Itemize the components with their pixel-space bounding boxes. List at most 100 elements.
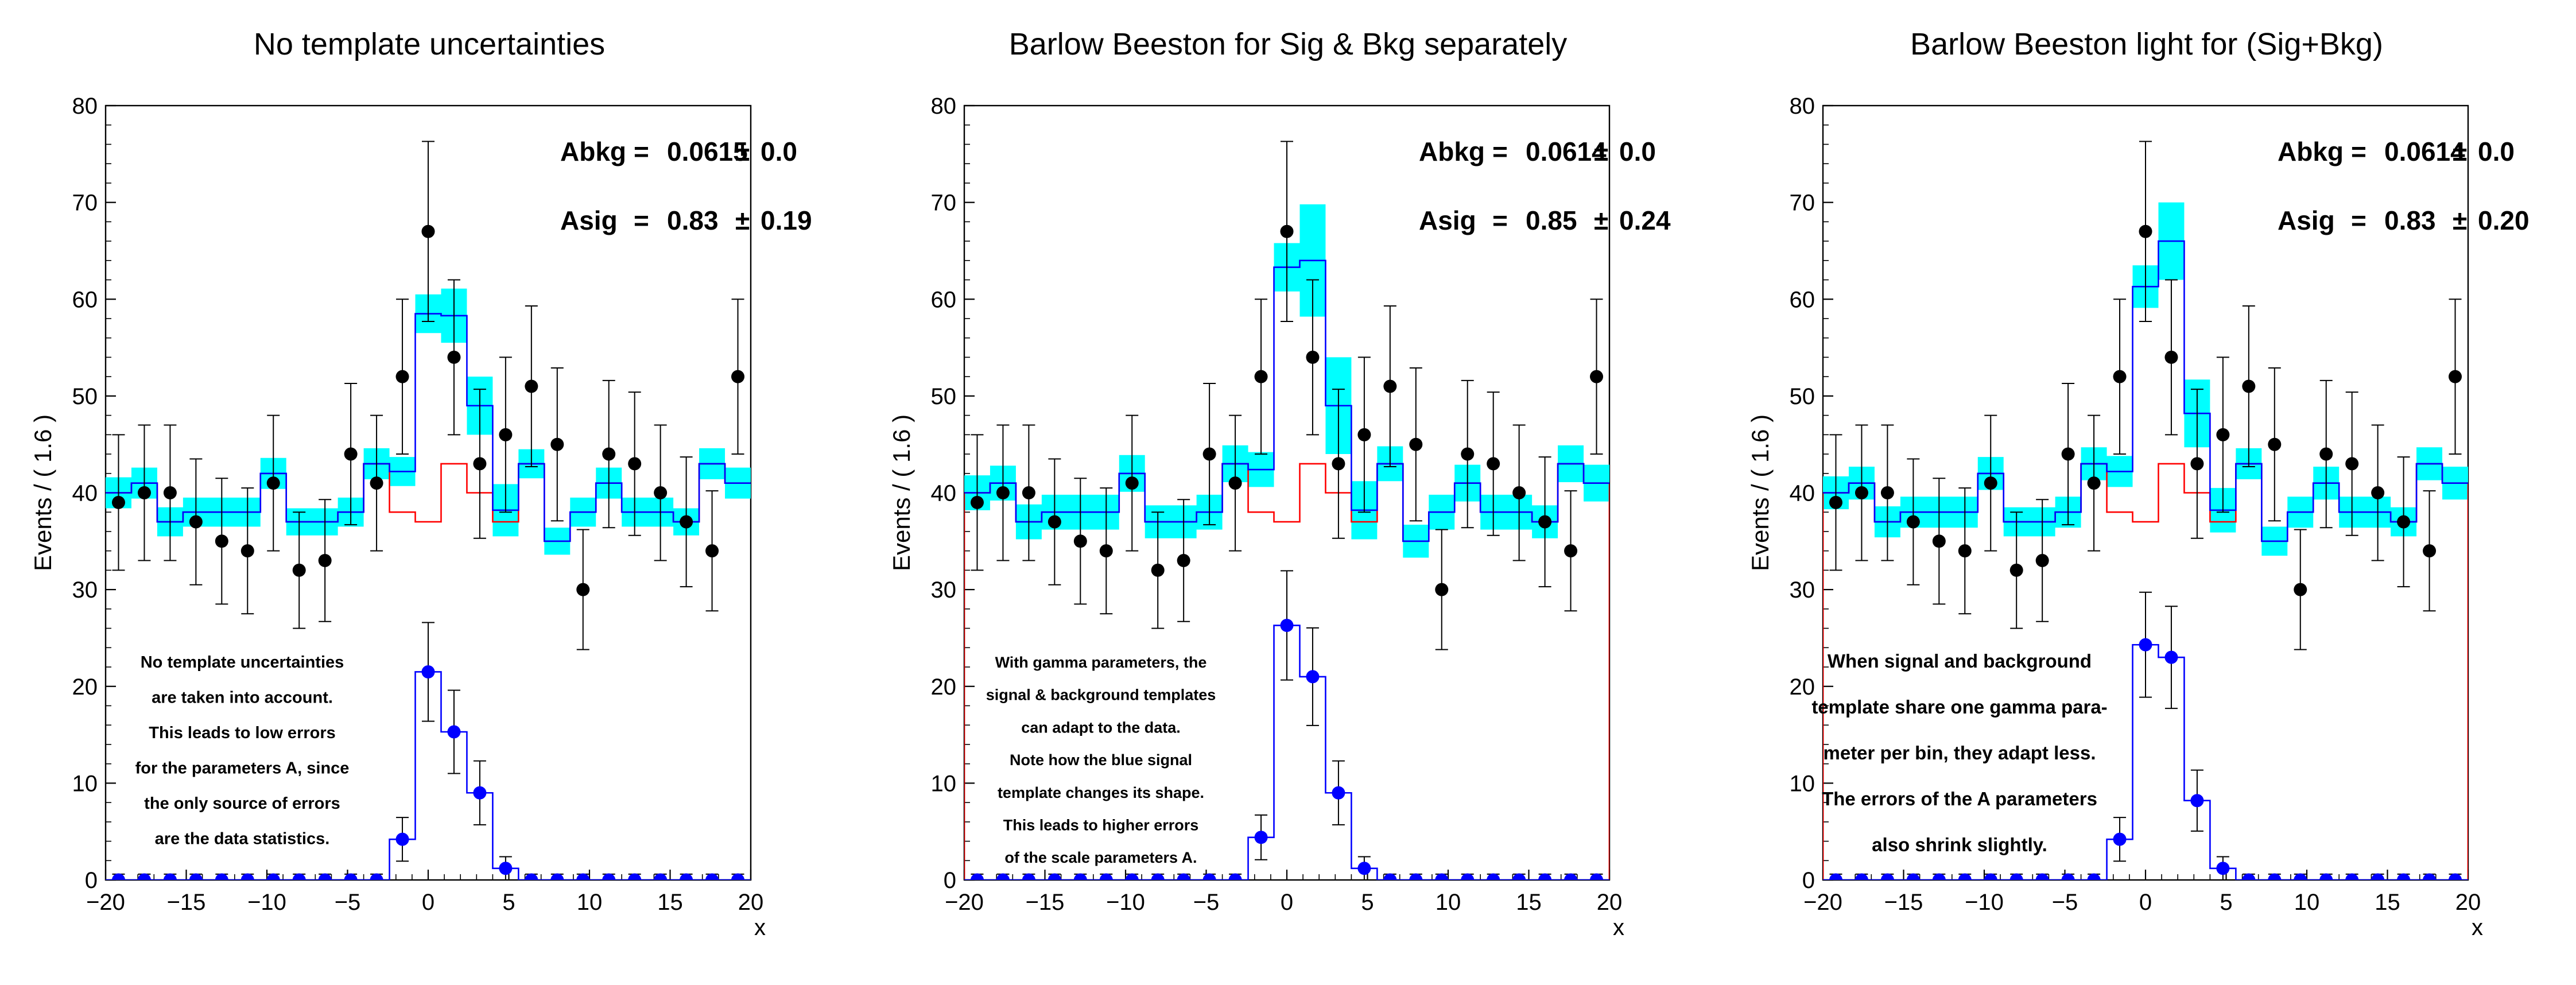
svg-text:=: = bbox=[2351, 137, 2366, 166]
svg-text:template changes its shape.: template changes its shape. bbox=[998, 784, 1204, 801]
svg-text:0.0: 0.0 bbox=[761, 137, 797, 166]
svg-text:0.20: 0.20 bbox=[2478, 205, 2530, 235]
svg-text:±: ± bbox=[735, 205, 750, 235]
svg-text:=: = bbox=[2351, 205, 2366, 235]
svg-text:30: 30 bbox=[1790, 577, 1815, 603]
svg-text:Events / ( 1.6 ): Events / ( 1.6 ) bbox=[1747, 414, 1774, 571]
svg-text:70: 70 bbox=[1790, 191, 1815, 216]
svg-text:x: x bbox=[754, 915, 766, 940]
svg-text:40: 40 bbox=[72, 481, 98, 506]
svg-text:±: ± bbox=[2453, 137, 2467, 166]
svg-text:are the data statistics.: are the data statistics. bbox=[155, 830, 330, 848]
svg-text:±: ± bbox=[1594, 205, 1608, 235]
svg-text:Asig: Asig bbox=[2278, 205, 2335, 235]
svg-text:50: 50 bbox=[72, 384, 98, 409]
svg-text:30: 30 bbox=[931, 577, 957, 603]
svg-text:Asig: Asig bbox=[1419, 205, 1476, 235]
svg-text:of the scale parameters A.: of the scale parameters A. bbox=[1004, 849, 1197, 866]
svg-text:No template uncertainties: No template uncertainties bbox=[254, 27, 605, 61]
svg-text:±: ± bbox=[2453, 205, 2467, 235]
svg-text:0.83: 0.83 bbox=[667, 205, 719, 235]
svg-text:20: 20 bbox=[1597, 890, 1623, 915]
svg-text:This leads to higher errors: This leads to higher errors bbox=[1003, 817, 1199, 834]
svg-text:10: 10 bbox=[1790, 771, 1815, 796]
svg-text:10: 10 bbox=[72, 771, 98, 796]
svg-text:−10: −10 bbox=[1106, 890, 1145, 915]
svg-text:=: = bbox=[1492, 205, 1508, 235]
svg-text:−10: −10 bbox=[1965, 890, 2004, 915]
svg-text:Events / ( 1.6 ): Events / ( 1.6 ) bbox=[29, 414, 56, 571]
svg-text:meter per bin, they adapt less: meter per bin, they adapt less. bbox=[1824, 742, 2096, 763]
svg-text:=: = bbox=[634, 205, 649, 235]
svg-text:0.19: 0.19 bbox=[761, 205, 812, 235]
svg-text:60: 60 bbox=[1790, 287, 1815, 312]
svg-text:With gamma parameters, the: With gamma parameters, the bbox=[995, 654, 1207, 671]
svg-text:40: 40 bbox=[931, 481, 957, 506]
svg-text:for the parameters A, since: for the parameters A, since bbox=[135, 759, 350, 778]
svg-text:0: 0 bbox=[2139, 890, 2152, 915]
svg-text:Asig: Asig bbox=[560, 205, 618, 235]
svg-text:signal & background templates: signal & background templates bbox=[986, 687, 1216, 704]
svg-text:This leads to low errors: This leads to low errors bbox=[149, 724, 336, 742]
svg-text:−10: −10 bbox=[247, 890, 286, 915]
svg-text:80: 80 bbox=[1790, 94, 1815, 119]
svg-text:0.85: 0.85 bbox=[1526, 205, 1577, 235]
svg-text:−20: −20 bbox=[1803, 890, 1842, 915]
svg-text:15: 15 bbox=[2375, 890, 2400, 915]
svg-text:The errors of the A parameters: The errors of the A parameters bbox=[1822, 788, 2097, 809]
svg-text:Abkg: Abkg bbox=[560, 137, 626, 166]
svg-text:can adapt to the data.: can adapt to the data. bbox=[1021, 719, 1181, 736]
svg-text:60: 60 bbox=[931, 287, 957, 312]
svg-text:10: 10 bbox=[931, 771, 957, 796]
svg-text:5: 5 bbox=[502, 890, 515, 915]
svg-text:Barlow Beeston for Sig & Bkg s: Barlow Beeston for Sig & Bkg separately bbox=[1009, 27, 1568, 61]
svg-text:0.83: 0.83 bbox=[2384, 205, 2436, 235]
svg-text:x: x bbox=[1613, 915, 1624, 940]
svg-text:0: 0 bbox=[422, 890, 434, 915]
svg-text:60: 60 bbox=[72, 287, 98, 312]
svg-text:Events / ( 1.6 ): Events / ( 1.6 ) bbox=[888, 414, 915, 571]
svg-text:−5: −5 bbox=[1193, 890, 1220, 915]
svg-text:30: 30 bbox=[72, 577, 98, 603]
svg-text:are taken into account.: are taken into account. bbox=[152, 689, 333, 707]
svg-text:Abkg: Abkg bbox=[2278, 137, 2344, 166]
svg-text:80: 80 bbox=[72, 94, 98, 119]
svg-text:x: x bbox=[2472, 915, 2483, 940]
svg-text:0: 0 bbox=[1281, 890, 1293, 915]
svg-text:20: 20 bbox=[72, 674, 98, 700]
svg-text:20: 20 bbox=[2455, 890, 2481, 915]
svg-text:−5: −5 bbox=[335, 890, 361, 915]
svg-text:20: 20 bbox=[738, 890, 764, 915]
svg-text:50: 50 bbox=[931, 384, 957, 409]
svg-text:the only source of errors: the only source of errors bbox=[144, 794, 340, 813]
svg-text:=: = bbox=[1492, 137, 1508, 166]
svg-text:80: 80 bbox=[931, 94, 957, 119]
svg-text:−5: −5 bbox=[2052, 890, 2078, 915]
svg-text:±: ± bbox=[1594, 137, 1608, 166]
svg-text:−15: −15 bbox=[1026, 890, 1065, 915]
svg-text:0.0: 0.0 bbox=[2478, 137, 2515, 166]
svg-text:5: 5 bbox=[1361, 890, 1374, 915]
svg-text:40: 40 bbox=[1790, 481, 1815, 506]
svg-text:−15: −15 bbox=[167, 890, 206, 915]
svg-text:5: 5 bbox=[2220, 890, 2232, 915]
svg-text:20: 20 bbox=[1790, 674, 1815, 700]
svg-text:Barlow Beeston light for (Sig+: Barlow Beeston light for (Sig+Bkg) bbox=[1910, 27, 2383, 61]
svg-text:50: 50 bbox=[1790, 384, 1815, 409]
svg-text:Abkg: Abkg bbox=[1419, 137, 1485, 166]
svg-text:=: = bbox=[634, 137, 649, 166]
svg-text:70: 70 bbox=[931, 191, 957, 216]
svg-text:10: 10 bbox=[2294, 890, 2320, 915]
svg-text:20: 20 bbox=[931, 674, 957, 700]
svg-text:15: 15 bbox=[1516, 890, 1542, 915]
svg-text:0.24: 0.24 bbox=[1619, 205, 1671, 235]
svg-text:When signal and background: When signal and background bbox=[1828, 650, 2092, 672]
svg-text:Note how the blue signal: Note how the blue signal bbox=[1010, 751, 1192, 769]
svg-text:0.0: 0.0 bbox=[1619, 137, 1656, 166]
svg-text:70: 70 bbox=[72, 191, 98, 216]
svg-text:15: 15 bbox=[657, 890, 683, 915]
svg-text:template share one gamma para-: template share one gamma para- bbox=[1811, 696, 2107, 718]
svg-text:−20: −20 bbox=[86, 890, 125, 915]
svg-text:−20: −20 bbox=[945, 890, 984, 915]
svg-text:10: 10 bbox=[577, 890, 603, 915]
